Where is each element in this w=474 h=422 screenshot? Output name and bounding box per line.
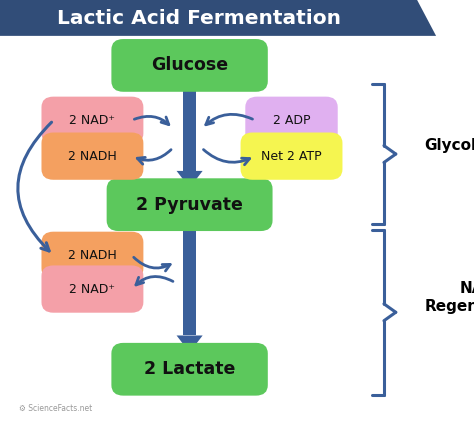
FancyBboxPatch shape xyxy=(41,97,143,144)
Text: 2 NADH: 2 NADH xyxy=(68,249,117,262)
Polygon shape xyxy=(176,171,203,188)
FancyBboxPatch shape xyxy=(41,133,143,180)
Text: 2 NAD⁺: 2 NAD⁺ xyxy=(69,283,116,295)
Text: 2 Lactate: 2 Lactate xyxy=(144,360,235,378)
Text: 2 ADP: 2 ADP xyxy=(273,114,310,127)
Text: Glucose: Glucose xyxy=(151,57,228,74)
Text: 2 Pyruvate: 2 Pyruvate xyxy=(136,196,243,214)
FancyBboxPatch shape xyxy=(41,232,143,279)
Text: Net 2 ATP: Net 2 ATP xyxy=(261,150,322,162)
Bar xyxy=(183,220,196,335)
FancyBboxPatch shape xyxy=(107,178,273,231)
Text: 2 NAD⁺: 2 NAD⁺ xyxy=(69,114,116,127)
Polygon shape xyxy=(0,0,436,36)
FancyBboxPatch shape xyxy=(111,39,268,92)
Polygon shape xyxy=(176,335,203,352)
FancyBboxPatch shape xyxy=(41,265,143,313)
Text: NAD⁺
Regeneration: NAD⁺ Regeneration xyxy=(424,281,474,314)
Text: Glycolysis: Glycolysis xyxy=(424,138,474,153)
FancyBboxPatch shape xyxy=(246,97,337,144)
Text: ⚙ ScienceFacts.net: ⚙ ScienceFacts.net xyxy=(19,404,92,413)
Text: Lactic Acid Fermentation: Lactic Acid Fermentation xyxy=(57,8,341,28)
FancyBboxPatch shape xyxy=(111,343,268,396)
Bar xyxy=(183,81,196,171)
FancyBboxPatch shape xyxy=(240,133,342,180)
Text: 2 NADH: 2 NADH xyxy=(68,150,117,162)
